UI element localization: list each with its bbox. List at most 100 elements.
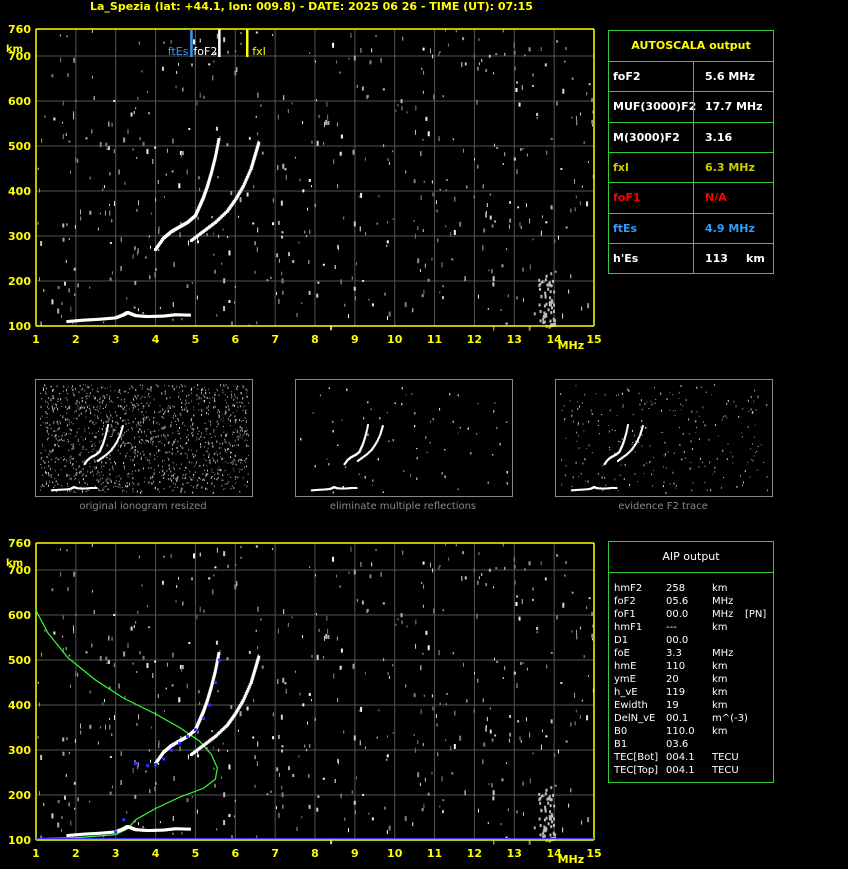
noise-dot <box>113 715 115 721</box>
thumb-noise <box>95 485 97 488</box>
thumb-noise <box>224 441 226 443</box>
thumb-noise <box>134 449 136 452</box>
noise-streak <box>549 296 552 300</box>
noise-dot <box>63 795 66 800</box>
noise-dot <box>217 176 219 179</box>
autoscala-label: foF1 <box>613 191 641 205</box>
thumb-noise <box>52 408 54 411</box>
thumb-noise <box>94 467 96 469</box>
noise-dot <box>406 111 408 114</box>
thumb-noise <box>227 448 229 451</box>
trace-point-Es <box>100 317 104 321</box>
thumb-noise <box>137 394 139 397</box>
thumb-noise <box>72 463 74 465</box>
thumb-trace <box>92 486 95 489</box>
noise-dot <box>105 656 108 661</box>
thumb-noise <box>577 422 579 425</box>
noise-streak <box>548 282 551 286</box>
thumb-noise <box>150 389 152 392</box>
noise-dot <box>491 224 494 228</box>
noise-dot <box>330 839 333 845</box>
thumb-noise <box>71 448 73 451</box>
thumb-noise <box>164 389 166 391</box>
thumb-noise <box>233 458 235 461</box>
noise-dot <box>461 575 463 581</box>
thumb-noise <box>51 397 53 399</box>
noise-dot <box>565 47 567 51</box>
thumb-trace <box>83 463 86 466</box>
thumb-noise <box>191 387 193 390</box>
noise-dot <box>579 112 581 116</box>
noise-dot <box>571 77 574 80</box>
thumb-noise <box>200 432 202 435</box>
thumb-noise <box>86 392 88 394</box>
thumb-noise <box>184 425 186 427</box>
thumb-noise <box>80 486 82 489</box>
noise-dot <box>368 298 370 301</box>
thumb-noise <box>55 434 57 437</box>
thumb-trace <box>620 457 623 460</box>
thumb-noise <box>211 442 213 445</box>
noise-dot <box>188 127 191 130</box>
thumb-noise <box>140 456 142 459</box>
thumb-noise <box>217 477 219 480</box>
thumb-noise <box>46 421 48 424</box>
thumb-noise <box>44 461 46 464</box>
noise-dot <box>337 245 339 251</box>
trace-point-X-trace <box>254 665 258 669</box>
noise-dot <box>120 751 122 757</box>
noise-dot <box>489 193 491 196</box>
thumb-trace <box>85 461 88 464</box>
thumb-noise <box>108 418 110 421</box>
aip-row-tec-bot-: TEC[Bot] 004.1 TECU <box>614 751 772 764</box>
noise-dot <box>423 180 425 183</box>
thumb-trace <box>596 487 599 490</box>
noise-dot <box>337 698 339 703</box>
noise-dot <box>529 778 531 784</box>
thumb-noise <box>679 444 681 447</box>
thumb-noise <box>146 416 148 419</box>
noise-dot <box>429 48 431 54</box>
noise-dot <box>40 240 43 246</box>
thumb-noise <box>133 404 135 407</box>
noise-dot <box>439 565 441 568</box>
thumb-noise <box>646 401 648 403</box>
thumb-trace <box>342 487 345 490</box>
noise-dot <box>211 216 214 219</box>
thumb-noise <box>87 385 89 387</box>
thumb-noise <box>150 386 152 388</box>
thumb-noise <box>176 424 178 426</box>
thumb-noise <box>144 418 146 420</box>
trace-point-Es <box>84 318 88 322</box>
thumb-noise <box>580 472 582 475</box>
noise-dot <box>141 70 143 73</box>
x-tick-label: 5 <box>192 847 200 860</box>
noise-dot <box>387 672 389 676</box>
noise-dot <box>442 799 445 802</box>
thumb-noise <box>123 398 125 401</box>
thumb-noise <box>230 391 232 393</box>
trace-point-X-trace <box>245 176 249 179</box>
thumb-noise <box>75 402 77 405</box>
thumb-noise <box>75 435 77 438</box>
noise-dot <box>227 564 229 568</box>
thumb-noise <box>109 473 111 476</box>
thumb-trace <box>59 488 62 491</box>
aip-trace-point <box>134 762 138 765</box>
thumb-noise <box>663 454 665 457</box>
noise-dot <box>227 50 229 54</box>
thumb-noise <box>726 402 728 405</box>
thumb-noise <box>186 395 188 398</box>
thumb-noise <box>57 439 59 442</box>
x-tick-label: 11 <box>427 847 442 860</box>
thumb-noise <box>40 489 42 491</box>
thumb-noise <box>52 411 54 413</box>
thumb-trace <box>631 448 634 451</box>
thumb-noise <box>234 419 236 421</box>
thumb-noise <box>98 417 100 419</box>
thumb-noise <box>134 445 136 448</box>
thumb-noise <box>236 435 238 438</box>
trace-point-Es <box>92 832 96 836</box>
thumb-noise <box>364 476 366 479</box>
noise-streak <box>544 295 547 299</box>
